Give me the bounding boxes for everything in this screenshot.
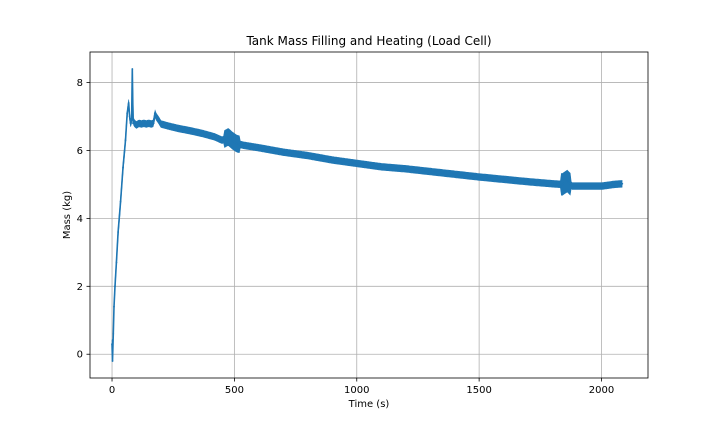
mass-data-point — [114, 285, 116, 288]
mass-data-point — [588, 185, 591, 188]
mass-series-line — [111, 68, 623, 362]
mass-data-point — [150, 123, 153, 125]
x-tick-label: 0 — [109, 385, 115, 396]
mass-data-point — [177, 127, 180, 130]
y-tick-label: 0 — [77, 350, 83, 361]
mass-data-point — [429, 170, 432, 173]
mass-data-point — [257, 146, 260, 149]
mass-data-point — [153, 112, 156, 115]
x-axis-label: Time (s) — [348, 399, 390, 410]
mass-data-point — [478, 176, 481, 178]
mass-data-point — [117, 231, 120, 233]
mass-data-point — [147, 122, 150, 125]
mass-data-point — [131, 68, 134, 70]
mass-data-point — [126, 112, 129, 115]
mass-data-point — [221, 139, 224, 142]
mass-data-point — [331, 159, 334, 161]
mass-data-point — [571, 185, 574, 188]
mass-data-point — [140, 123, 143, 125]
mass-data-point — [612, 183, 615, 186]
mass-data-point — [119, 200, 122, 203]
mass-data-point — [561, 183, 564, 186]
grid-layer — [90, 52, 648, 378]
mass-data-point — [152, 122, 155, 125]
data-band-layer — [111, 83, 623, 349]
mass-data-point — [115, 261, 118, 264]
mass-data-point — [235, 142, 238, 145]
mass-data-point — [133, 122, 136, 125]
mass-data-point — [306, 154, 309, 157]
mass-noise-band — [111, 83, 623, 349]
mass-data-point — [282, 151, 285, 154]
x-tick-label: 2000 — [589, 385, 614, 396]
y-axis-label: Mass (kg) — [62, 191, 73, 239]
y-tick-label: 4 — [77, 214, 83, 225]
mass-data-point — [132, 120, 135, 123]
mass-data-point — [213, 135, 216, 138]
tick-layer: 0 500 1000 1500 2000 0 2 4 6 8 — [77, 78, 615, 396]
mass-data-point — [576, 185, 578, 188]
mass-data-point — [111, 360, 114, 362]
mass-data-point — [145, 123, 148, 125]
mass-data-point — [566, 180, 569, 182]
mass-data-point — [155, 115, 157, 118]
mass-data-point — [167, 125, 170, 127]
mass-data-point — [231, 139, 233, 142]
x-tick-label: 1500 — [466, 385, 491, 396]
mass-data-point — [227, 135, 230, 138]
mass-data-point — [127, 102, 130, 104]
plot-frame — [89, 51, 649, 379]
mass-data-point — [142, 122, 145, 125]
mass-data-point — [355, 162, 358, 165]
mass-data-point — [124, 139, 127, 142]
mass-data-point — [551, 182, 554, 185]
mass-data-point — [128, 115, 131, 118]
mass-data-point — [122, 166, 124, 169]
mass-data-point — [132, 122, 134, 125]
chart-title: Tank Mass Filling and Heating (Load Cell… — [245, 34, 491, 48]
mass-data-point — [527, 180, 529, 183]
y-tick-label: 8 — [77, 78, 83, 89]
mass-data-point — [243, 144, 246, 147]
mass-data-point — [129, 122, 132, 125]
mass-data-point — [600, 185, 603, 188]
y-tick-label: 2 — [77, 282, 83, 293]
mass-data-point — [160, 123, 162, 125]
data-line-layer — [111, 68, 624, 362]
mass-data-point — [621, 182, 624, 185]
x-tick-label: 500 — [225, 385, 244, 396]
mass-data-point — [189, 129, 192, 132]
x-tick-label: 1000 — [344, 385, 369, 396]
mass-data-point — [404, 167, 407, 170]
mass-data-point — [113, 305, 115, 308]
mass-data-point — [135, 124, 138, 126]
mass-data-point — [112, 332, 115, 335]
mass-data-point — [380, 165, 383, 168]
mass-data-point — [138, 122, 140, 125]
mass-data-point — [111, 343, 113, 345]
mass-data-point — [201, 132, 204, 135]
mass-data-point — [502, 178, 505, 181]
mass-data-point — [157, 119, 160, 121]
mass-data-point — [453, 173, 456, 176]
y-tick-label: 6 — [77, 146, 83, 157]
mass-data-point — [130, 119, 133, 121]
